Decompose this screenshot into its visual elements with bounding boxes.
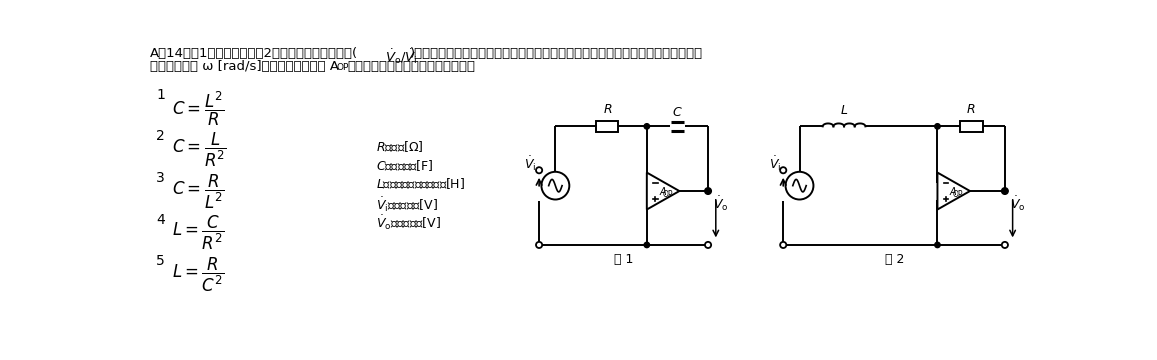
Text: $L$：自己インダクタンス[H]: $L$：自己インダクタンス[H]	[376, 176, 465, 192]
Circle shape	[780, 167, 787, 173]
Circle shape	[780, 242, 787, 248]
Text: A－14　図1に示す回路と図2に示す回路の伝達関数(: A－14 図1に示す回路と図2に示す回路の伝達関数(	[150, 47, 359, 60]
Text: は理想的な特性を持つものとする。: は理想的な特性を持つものとする。	[347, 60, 476, 73]
Circle shape	[536, 167, 543, 173]
Polygon shape	[647, 172, 679, 210]
Text: OP: OP	[663, 190, 673, 199]
Circle shape	[1002, 188, 1008, 194]
Text: A: A	[659, 187, 665, 197]
Text: $\dot{V}_{\mathrm{o}}$：出力電圧[V]: $\dot{V}_{\mathrm{o}}$：出力電圧[V]	[376, 213, 441, 232]
Text: A: A	[950, 187, 957, 197]
Circle shape	[644, 124, 649, 129]
Text: 3: 3	[156, 171, 165, 185]
Text: $R$：抗抗[Ω]: $R$：抗抗[Ω]	[376, 139, 423, 154]
Text: OP: OP	[337, 63, 349, 72]
Text: 1: 1	[156, 88, 165, 102]
Text: $C$：静電容量[F]: $C$：静電容量[F]	[376, 158, 433, 173]
Text: $\dot{V}_{\mathrm{o}}$: $\dot{V}_{\mathrm{o}}$	[1010, 194, 1026, 213]
Bar	[597, 121, 618, 132]
Text: OP: OP	[953, 190, 964, 199]
Circle shape	[935, 124, 941, 129]
Text: 4: 4	[156, 213, 165, 226]
Circle shape	[935, 242, 941, 248]
Text: $C=\dfrac{L^{2}}{R}$: $C=\dfrac{L^{2}}{R}$	[171, 89, 224, 128]
Text: $\dot{V}_{\mathrm{i}}$：入力電圧[V]: $\dot{V}_{\mathrm{i}}$：入力電圧[V]	[376, 195, 437, 213]
Circle shape	[536, 242, 543, 248]
Text: $\dot{V}_{\mathrm{o}}$: $\dot{V}_{\mathrm{o}}$	[714, 194, 729, 213]
Text: $R$: $R$	[966, 103, 975, 116]
Text: $C=\dfrac{R}{L^{2}}$: $C=\dfrac{R}{L^{2}}$	[171, 172, 224, 211]
Circle shape	[1002, 188, 1008, 194]
Text: $L=\dfrac{C}{R^{2}}$: $L=\dfrac{C}{R^{2}}$	[171, 214, 224, 252]
Text: 5: 5	[156, 254, 165, 268]
Bar	[959, 121, 982, 132]
Text: 周波数を ω [rad/s]とし、演算増幅器 A: 周波数を ω [rad/s]とし、演算増幅器 A	[150, 60, 339, 73]
Text: 図 2: 図 2	[885, 253, 904, 266]
Circle shape	[705, 242, 712, 248]
Polygon shape	[937, 172, 970, 210]
Text: $\dot{V}_{\mathrm{i}}$: $\dot{V}_{\mathrm{i}}$	[768, 155, 781, 173]
Circle shape	[644, 242, 649, 248]
Text: $L=\dfrac{R}{C^{2}}$: $L=\dfrac{R}{C^{2}}$	[171, 256, 224, 294]
Circle shape	[706, 188, 710, 194]
Text: $\dot{V}_{\mathrm{i}}$: $\dot{V}_{\mathrm{i}}$	[524, 155, 537, 173]
Text: )が等しくなる条件を表す式として、正しいものを下の番号から選べ。ただし、角: )が等しくなる条件を表す式として、正しいものを下の番号から選べ。ただし、角	[410, 47, 702, 60]
Text: 2: 2	[156, 130, 165, 143]
Text: $\dot{V}_{\mathrm{o}}/\dot{V}_{\mathrm{i}}$: $\dot{V}_{\mathrm{o}}/\dot{V}_{\mathrm{i…	[385, 47, 418, 66]
Circle shape	[705, 188, 712, 194]
Circle shape	[1002, 242, 1008, 248]
Text: $R$: $R$	[603, 103, 612, 116]
Text: $L$: $L$	[840, 104, 848, 117]
Text: $C$: $C$	[672, 105, 683, 119]
Text: 図 1: 図 1	[614, 253, 634, 266]
Text: $C=\dfrac{L}{R^{2}}$: $C=\dfrac{L}{R^{2}}$	[171, 131, 227, 169]
